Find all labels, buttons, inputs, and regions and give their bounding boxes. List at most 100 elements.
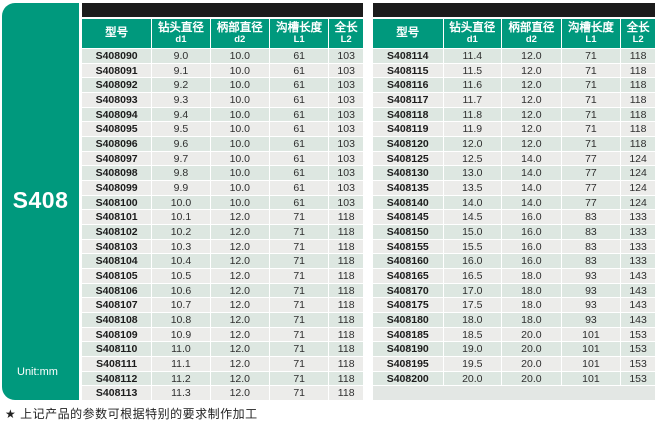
value-cell: 153 bbox=[621, 371, 655, 386]
value-cell: 16.0 bbox=[443, 254, 502, 269]
table-row: S408120 12.0 12.0 71 118 bbox=[373, 137, 655, 151]
value-cell: 10.4 bbox=[152, 254, 210, 269]
value-cell: 61 bbox=[269, 181, 329, 195]
value-cell: 153 bbox=[621, 357, 655, 371]
header-d1-label: 钻头直径 bbox=[449, 21, 496, 34]
header-d2-label: 柄部直径 bbox=[216, 21, 263, 34]
footnote: ★ 上记产品的参数可根据特别的要求制作加工 bbox=[5, 407, 258, 421]
value-cell: 12.0 bbox=[210, 342, 269, 357]
table-header: 型号 钻头直径 d1 柄部直径 d2 沟槽长度 L1 全长 L2 bbox=[82, 19, 363, 48]
value-cell: 12.0 bbox=[210, 298, 269, 313]
header-d2-label: 柄部直径 bbox=[508, 21, 555, 34]
value-cell: 11.2 bbox=[152, 371, 210, 386]
value-cell: 20.0 bbox=[502, 342, 561, 357]
empty-cell bbox=[373, 386, 655, 401]
value-cell: 12.0 bbox=[502, 63, 561, 78]
value-cell: 83 bbox=[561, 225, 621, 239]
value-cell: 12.0 bbox=[502, 107, 561, 122]
value-cell: 103 bbox=[329, 107, 363, 122]
header-l2-label: 全长 bbox=[626, 21, 650, 34]
value-cell: 12.0 bbox=[502, 49, 561, 63]
value-cell: 103 bbox=[329, 49, 363, 63]
model-cell: S408145 bbox=[373, 210, 443, 225]
model-cell: S408113 bbox=[82, 386, 152, 401]
table-row: S408116 11.6 12.0 71 118 bbox=[373, 78, 655, 93]
value-cell: 61 bbox=[269, 93, 329, 107]
value-cell: 16.0 bbox=[502, 254, 561, 269]
value-cell: 118 bbox=[621, 93, 655, 107]
header-l1-sub: L1 bbox=[293, 34, 305, 46]
value-cell: 14.0 bbox=[443, 195, 502, 210]
value-cell: 61 bbox=[269, 107, 329, 122]
model-cell: S408130 bbox=[373, 166, 443, 181]
model-cell: S408107 bbox=[82, 298, 152, 313]
value-cell: 118 bbox=[621, 137, 655, 151]
value-cell: 103 bbox=[329, 93, 363, 107]
table-row: S408125 12.5 14.0 77 124 bbox=[373, 151, 655, 166]
header-d2-sub: d2 bbox=[234, 34, 246, 46]
value-cell: 10.0 bbox=[210, 93, 269, 107]
value-cell: 9.2 bbox=[152, 78, 210, 93]
value-cell: 71 bbox=[561, 49, 621, 63]
table-row: S408113 11.3 12.0 71 118 bbox=[82, 386, 363, 401]
value-cell: 12.0 bbox=[210, 269, 269, 283]
value-cell: 83 bbox=[561, 210, 621, 225]
value-cell: 143 bbox=[621, 283, 655, 298]
table-row: S408117 11.7 12.0 71 118 bbox=[373, 93, 655, 107]
model-cell: S408090 bbox=[82, 49, 152, 63]
model-cell: S408165 bbox=[373, 269, 443, 283]
value-cell: 103 bbox=[329, 181, 363, 195]
table-row: S408115 11.5 12.0 71 118 bbox=[373, 63, 655, 78]
table-row: S408110 11.0 12.0 71 118 bbox=[82, 342, 363, 357]
model-cell: S408185 bbox=[373, 327, 443, 342]
table-row: S408097 9.7 10.0 61 103 bbox=[82, 151, 363, 166]
value-cell: 11.1 bbox=[152, 357, 210, 371]
value-cell: 19.5 bbox=[443, 357, 502, 371]
value-cell: 18.0 bbox=[502, 283, 561, 298]
value-cell: 20.0 bbox=[502, 327, 561, 342]
table-body-left: S408090 9.0 10.0 61 103 S408091 9.1 10.0 61 103 S4… bbox=[82, 49, 363, 401]
value-cell: 10.0 bbox=[210, 151, 269, 166]
table-row: S408118 11.8 12.0 71 118 bbox=[373, 107, 655, 122]
table-row: S408170 17.0 18.0 93 143 bbox=[373, 283, 655, 298]
table-row: S408099 9.9 10.0 61 103 bbox=[82, 181, 363, 195]
value-cell: 17.0 bbox=[443, 283, 502, 298]
model-cell: S408105 bbox=[82, 269, 152, 283]
value-cell: 16.5 bbox=[443, 269, 502, 283]
value-cell: 71 bbox=[269, 239, 329, 254]
value-cell: 118 bbox=[329, 210, 363, 225]
table-row: S408135 13.5 14.0 77 124 bbox=[373, 181, 655, 195]
value-cell: 10.3 bbox=[152, 239, 210, 254]
table-row: S408150 15.0 16.0 83 133 bbox=[373, 225, 655, 239]
header-d2-sub: d2 bbox=[525, 34, 537, 46]
header-l1: 沟槽长度 L1 bbox=[561, 19, 621, 48]
header-d1-label: 钻头直径 bbox=[157, 21, 204, 34]
header-model-label: 型号 bbox=[105, 27, 129, 40]
model-cell: S408100 bbox=[82, 195, 152, 210]
value-cell: 61 bbox=[269, 166, 329, 181]
table-row: S408101 10.1 12.0 71 118 bbox=[82, 210, 363, 225]
value-cell: 103 bbox=[329, 122, 363, 137]
value-cell: 17.5 bbox=[443, 298, 502, 313]
value-cell: 71 bbox=[269, 313, 329, 327]
value-cell: 118 bbox=[329, 313, 363, 327]
table-row: S408130 13.0 14.0 77 124 bbox=[373, 166, 655, 181]
value-cell: 61 bbox=[269, 63, 329, 78]
table-row: S408195 19.5 20.0 101 153 bbox=[373, 357, 655, 371]
model-cell: S408094 bbox=[82, 107, 152, 122]
model-cell: S408098 bbox=[82, 166, 152, 181]
value-cell: 12.0 bbox=[210, 327, 269, 342]
table-row: S408140 14.0 14.0 77 124 bbox=[373, 195, 655, 210]
value-cell: 11.8 bbox=[443, 107, 502, 122]
value-cell: 93 bbox=[561, 313, 621, 327]
model-cell: S408190 bbox=[373, 342, 443, 357]
value-cell: 9.5 bbox=[152, 122, 210, 137]
value-cell: 10.0 bbox=[210, 137, 269, 151]
series-label: S408 bbox=[12, 187, 69, 213]
model-cell: S408102 bbox=[82, 225, 152, 239]
value-cell: 153 bbox=[621, 342, 655, 357]
value-cell: 18.0 bbox=[502, 269, 561, 283]
header-d1-sub: d1 bbox=[175, 34, 187, 46]
value-cell: 9.8 bbox=[152, 166, 210, 181]
